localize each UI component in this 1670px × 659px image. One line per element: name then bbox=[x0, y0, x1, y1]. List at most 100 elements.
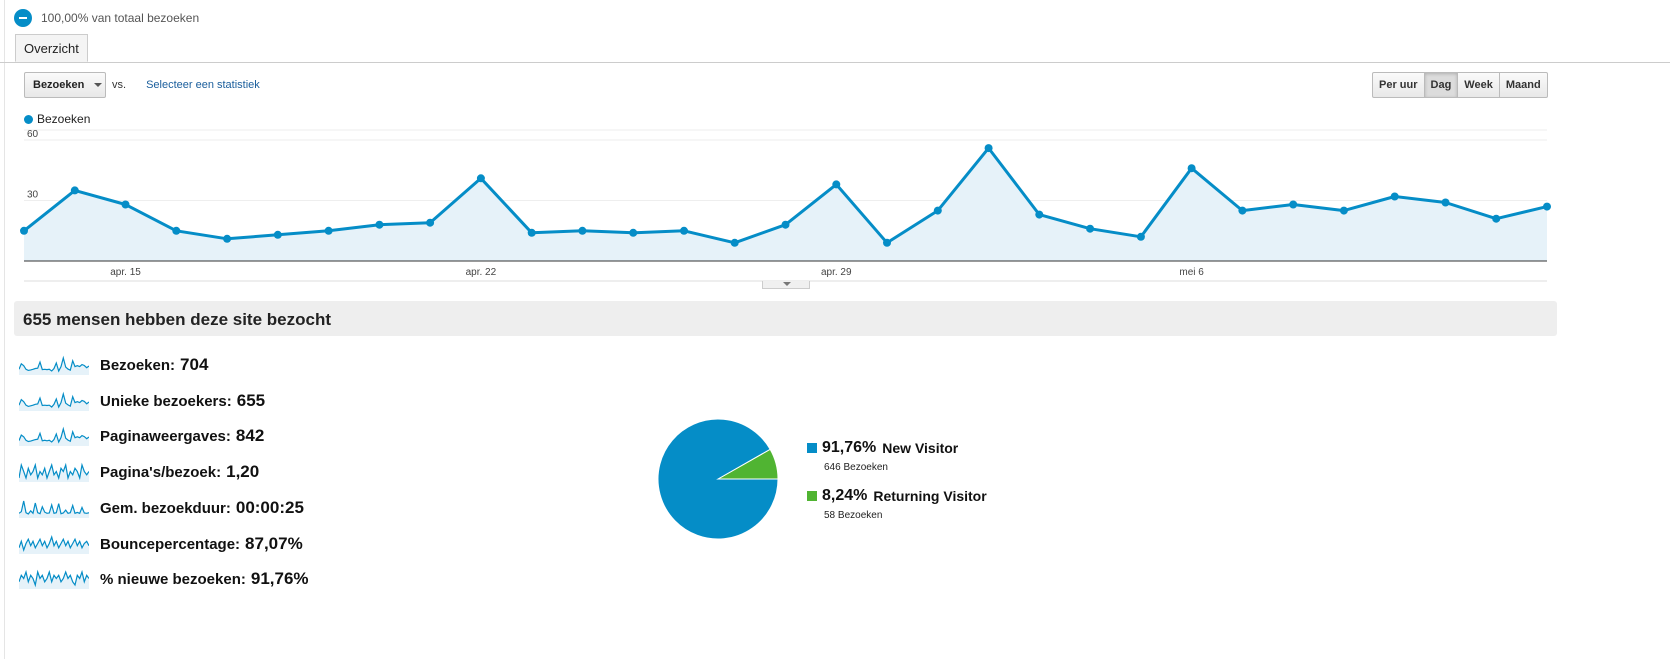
tab-bar: Overzicht bbox=[0, 34, 1670, 63]
segment-indicator[interactable]: 100,00% van totaal bezoeken bbox=[14, 8, 199, 28]
sparkline-line bbox=[19, 462, 89, 481]
returning-visitor-percent: 8,24% bbox=[822, 487, 868, 504]
period-day-button[interactable]: Dag bbox=[1423, 72, 1459, 98]
sparkline bbox=[19, 535, 89, 554]
new-visitor-percent: 91,76% bbox=[822, 439, 877, 456]
metric-value: 91,76% bbox=[250, 569, 309, 588]
returning-visitor-swatch bbox=[807, 491, 817, 501]
data-point[interactable] bbox=[1543, 202, 1551, 211]
sparkline bbox=[19, 391, 89, 411]
select-metric-link[interactable]: Selecteer een statistiek bbox=[146, 79, 260, 91]
y-tick-label: 60 bbox=[27, 129, 39, 140]
data-point[interactable] bbox=[984, 144, 993, 153]
chevron-down-icon bbox=[94, 83, 103, 87]
sparkline bbox=[19, 569, 89, 589]
chart-legend: Bezoeken bbox=[24, 112, 90, 126]
metric-label: Gem. bezoekduur: bbox=[100, 499, 231, 517]
sparkline-fill bbox=[19, 537, 89, 554]
metric-value: 87,07% bbox=[245, 534, 303, 553]
data-point[interactable] bbox=[578, 226, 587, 235]
data-point[interactable] bbox=[1187, 164, 1196, 173]
period-hour-button[interactable]: Per uur bbox=[1372, 72, 1425, 98]
metric-row: Gem. bezoekduur: 00:00:25 bbox=[19, 496, 304, 520]
data-point[interactable] bbox=[680, 226, 688, 235]
data-point[interactable] bbox=[324, 226, 333, 235]
x-tick-label: apr. 29 bbox=[821, 267, 852, 278]
metric-dropdown[interactable]: Bezoeken bbox=[24, 72, 106, 98]
new-visitor-swatch bbox=[807, 443, 817, 453]
pie-legend-new-visitor: 91,76% New Visitor 646 Bezoeken bbox=[807, 439, 958, 473]
sparkline-line bbox=[19, 535, 89, 552]
sparkline bbox=[19, 500, 89, 518]
area-fill bbox=[24, 148, 1547, 261]
sparkline-fill bbox=[19, 429, 89, 446]
vs-label: vs. bbox=[112, 79, 127, 91]
metric-row: Bouncepercentage: 87,07% bbox=[19, 532, 303, 556]
sparkline-fill bbox=[19, 394, 89, 411]
returning-visitor-label: Returning Visitor bbox=[873, 488, 987, 504]
legend-label: Bezoeken bbox=[37, 112, 91, 126]
data-point[interactable] bbox=[223, 234, 232, 243]
sparkline bbox=[19, 462, 89, 482]
data-point[interactable] bbox=[832, 180, 841, 189]
sparkline-line bbox=[19, 500, 89, 515]
metric-label: Paginaweergaves: bbox=[100, 427, 231, 445]
data-point[interactable] bbox=[70, 186, 79, 195]
metric-label: Bezoeken: bbox=[100, 356, 176, 374]
x-tick-label: mei 6 bbox=[1179, 267, 1204, 278]
data-point[interactable] bbox=[1289, 200, 1298, 209]
legend-swatch bbox=[24, 114, 33, 124]
summary-header: 655 mensen hebben deze site bezocht bbox=[14, 301, 1557, 336]
data-point[interactable] bbox=[527, 228, 536, 237]
metric-value: 1,20 bbox=[226, 462, 260, 481]
metric-row: % nieuwe bezoeken: 91,76% bbox=[19, 567, 309, 591]
data-point[interactable] bbox=[1035, 210, 1044, 219]
x-tick-label: apr. 15 bbox=[110, 267, 141, 278]
metric-value: 704 bbox=[180, 355, 209, 374]
chart-resize-handle[interactable] bbox=[762, 281, 810, 289]
metric-dropdown-label: Bezoeken bbox=[33, 79, 85, 91]
visitor-type-pie bbox=[657, 418, 779, 540]
data-point[interactable] bbox=[426, 218, 435, 227]
sparkline-fill bbox=[19, 465, 89, 482]
data-point[interactable] bbox=[121, 200, 130, 209]
y-tick-label: 30 bbox=[27, 190, 39, 201]
new-visitor-count: 646 Bezoeken bbox=[824, 462, 888, 473]
metric-value: 00:00:25 bbox=[235, 498, 304, 517]
sparkline-line bbox=[19, 426, 89, 444]
data-point[interactable] bbox=[1136, 232, 1145, 241]
summary-title: 655 mensen hebben deze site bezocht bbox=[23, 310, 331, 329]
pie-legend-returning-visitor: 8,24% Returning Visitor 58 Bezoeken bbox=[807, 487, 987, 521]
data-point[interactable] bbox=[1086, 224, 1095, 233]
visits-line-chart: 30 60 apr. 15 apr. 22 apr. 29 mei 6 bbox=[20, 129, 1551, 282]
data-point[interactable] bbox=[1339, 206, 1348, 215]
sparkline-fill bbox=[19, 358, 89, 375]
returning-visitor-count: 58 Bezoeken bbox=[824, 510, 883, 521]
data-point[interactable] bbox=[1238, 206, 1247, 215]
sparkline-line bbox=[19, 569, 89, 588]
period-month-button[interactable]: Maand bbox=[1498, 72, 1548, 98]
pie-slice-new-visitor[interactable] bbox=[657, 418, 779, 540]
sparkline bbox=[19, 355, 89, 375]
data-point[interactable] bbox=[1441, 198, 1450, 207]
data-point[interactable] bbox=[476, 174, 485, 183]
data-point[interactable] bbox=[781, 220, 790, 229]
x-tick-label: apr. 22 bbox=[466, 267, 497, 278]
tab-overzicht[interactable]: Overzicht bbox=[15, 34, 88, 62]
data-point[interactable] bbox=[1390, 192, 1399, 201]
data-point[interactable] bbox=[730, 238, 739, 247]
period-week-button[interactable]: Week bbox=[1457, 72, 1500, 98]
segment-label: 100,00% van totaal bezoeken bbox=[41, 11, 200, 25]
segment-minus-icon[interactable] bbox=[14, 9, 32, 27]
data-point[interactable] bbox=[933, 206, 942, 215]
data-point[interactable] bbox=[20, 226, 28, 235]
data-point[interactable] bbox=[883, 238, 891, 247]
metric-label: Bouncepercentage: bbox=[100, 535, 241, 553]
data-point[interactable] bbox=[629, 228, 638, 237]
data-point[interactable] bbox=[375, 220, 384, 229]
chart-controls: Bezoeken vs. Selecteer een statistiek bbox=[24, 72, 260, 98]
data-point[interactable] bbox=[1492, 214, 1501, 223]
data-point[interactable] bbox=[273, 230, 282, 239]
new-visitor-label: New Visitor bbox=[882, 440, 959, 456]
data-point[interactable] bbox=[172, 226, 181, 235]
